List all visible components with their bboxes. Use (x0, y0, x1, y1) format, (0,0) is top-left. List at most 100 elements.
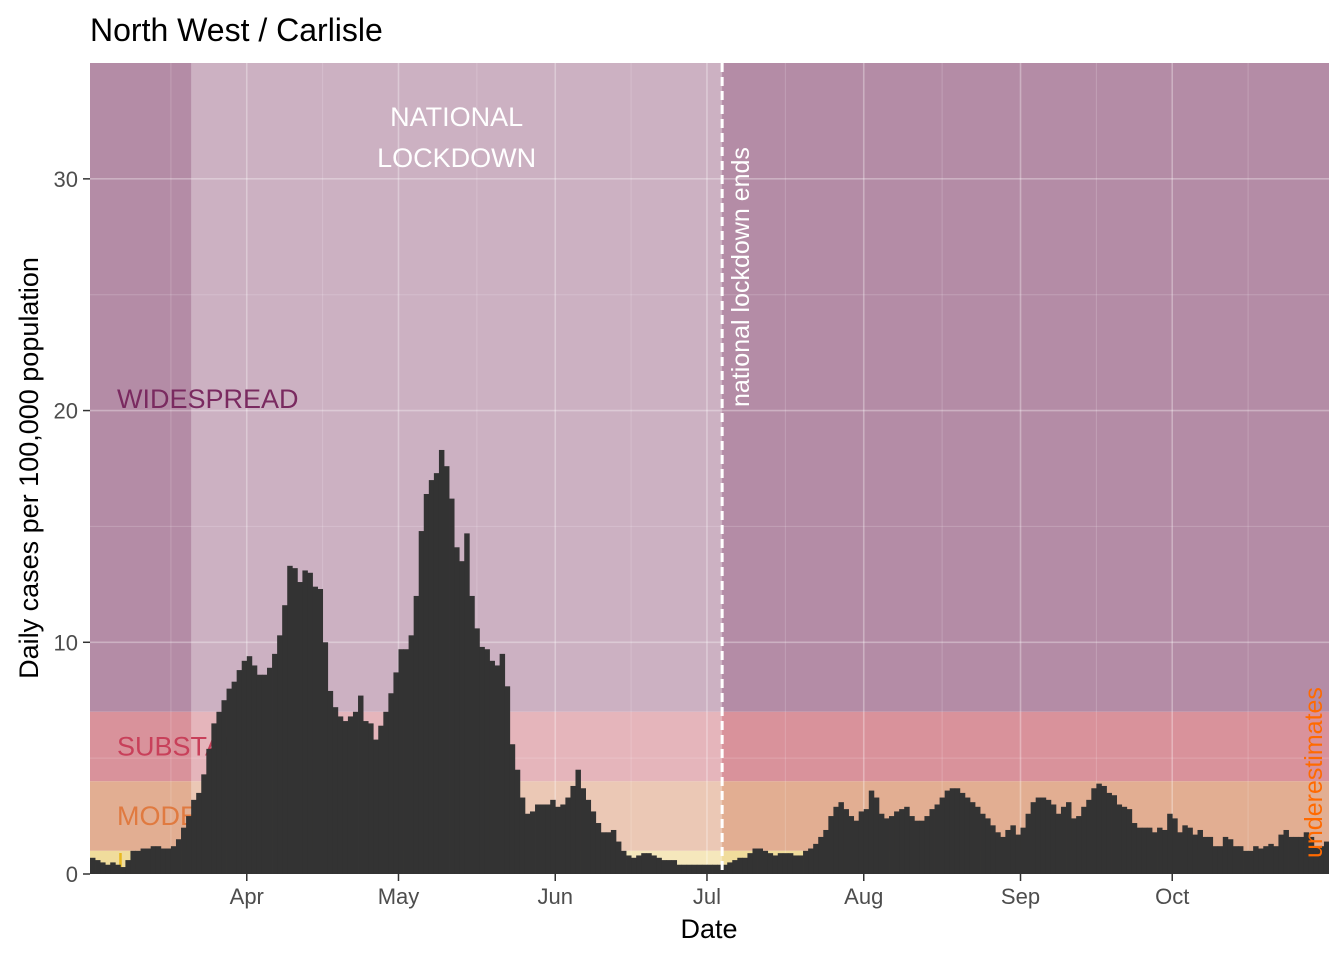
bar (853, 820, 860, 874)
bar (90, 857, 96, 874)
bar (883, 818, 890, 874)
bar (560, 804, 566, 874)
bar (949, 788, 956, 874)
bar (1182, 825, 1188, 874)
bar (272, 653, 278, 874)
bar (929, 809, 935, 874)
plot-area: WIDESPREADSUBSTANTIALMODERATELOW (90, 63, 1329, 874)
bar (1318, 846, 1325, 874)
bar (1232, 846, 1239, 874)
bar (717, 864, 723, 874)
bar (651, 855, 657, 874)
bar (924, 816, 930, 874)
x-axis: Apr May Jun Jul Aug Sep Oct (230, 874, 1189, 909)
bar (438, 449, 445, 874)
bar (1308, 836, 1315, 874)
bar (292, 568, 298, 874)
bar (732, 860, 738, 874)
bar (610, 829, 617, 874)
bar (1258, 848, 1264, 874)
bar (621, 850, 627, 874)
bar (828, 816, 834, 874)
bar (494, 665, 501, 874)
daily-case-bars (90, 449, 1329, 874)
bar (393, 672, 399, 874)
bar (1217, 846, 1224, 874)
bar (378, 725, 384, 874)
bar (221, 700, 227, 874)
bar (600, 832, 607, 874)
bar (580, 788, 586, 874)
bar (909, 816, 915, 874)
bar (464, 533, 470, 874)
bar (529, 811, 536, 874)
bar (661, 860, 667, 874)
bar (519, 797, 526, 874)
bar (449, 498, 455, 874)
bar (1081, 806, 1087, 874)
chart-title: North West / Carlisle (90, 12, 383, 48)
bar (145, 848, 152, 874)
bar (818, 836, 824, 874)
bar (398, 649, 404, 874)
bar (211, 723, 217, 874)
bar (782, 853, 789, 874)
x-tick-label: Oct (1155, 884, 1189, 909)
bar (317, 588, 324, 874)
lockdown-ends-label: national lockdown ends (727, 147, 755, 407)
bar (155, 846, 162, 874)
bar (186, 816, 192, 874)
y-tick-label: 30 (54, 167, 78, 192)
y-tick-label: 20 (54, 399, 78, 424)
x-tick-label: Aug (844, 884, 883, 909)
bar (524, 813, 531, 874)
bar (631, 857, 637, 874)
bar (626, 855, 632, 874)
bar (848, 816, 855, 874)
bar (1197, 829, 1203, 874)
bar (95, 860, 101, 874)
bar (1303, 832, 1310, 874)
lockdown-label-line-2: LOCKDOWN (377, 143, 536, 173)
y-axis: 0 10 20 30 (54, 167, 90, 887)
bar (1172, 818, 1178, 874)
bar (894, 811, 900, 874)
y-axis-label: Daily cases per 100,000 population (14, 257, 44, 679)
bar (474, 628, 480, 874)
bar (727, 862, 733, 874)
bar (236, 670, 243, 874)
bar (216, 711, 222, 874)
bar (267, 667, 273, 874)
bar (373, 739, 379, 874)
bar (1126, 809, 1133, 874)
bar (798, 855, 804, 874)
bar (191, 799, 197, 874)
bar (701, 864, 708, 874)
y-tick-label: 0 (66, 862, 78, 887)
bar (1000, 836, 1006, 874)
bar (499, 653, 506, 874)
bar (1086, 799, 1092, 874)
bar (777, 853, 784, 874)
bar (767, 853, 774, 874)
bar (1020, 827, 1026, 874)
bar (737, 857, 743, 874)
bar (287, 565, 293, 874)
bar (1162, 829, 1168, 874)
bar (656, 857, 662, 874)
bar (615, 841, 622, 874)
bar (307, 572, 313, 874)
bar (100, 862, 106, 874)
bar (1055, 813, 1062, 874)
bar (444, 466, 450, 874)
bar (722, 864, 728, 874)
bar (954, 788, 961, 874)
bar (479, 646, 485, 874)
bar (201, 774, 207, 874)
bar (863, 809, 870, 874)
bar (833, 806, 839, 874)
bar (585, 799, 592, 874)
bar (1030, 802, 1037, 874)
bar (246, 656, 253, 874)
